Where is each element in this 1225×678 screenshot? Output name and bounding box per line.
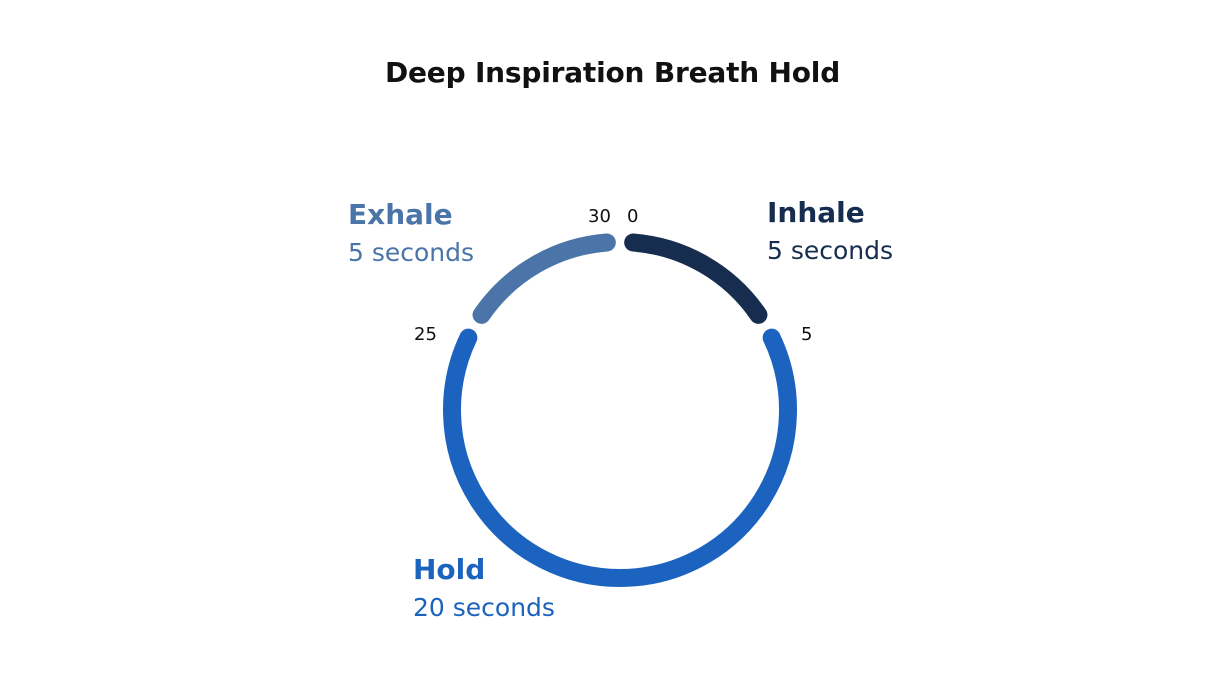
- exhale-duration: 5 seconds: [348, 238, 475, 267]
- tick-label-25: 25: [414, 324, 437, 345]
- exhale-arc: [472, 233, 616, 324]
- diagram-title: Deep Inspiration Breath Hold: [384, 56, 841, 89]
- tick-label-30: 30: [588, 206, 611, 227]
- exhale-label: Exhale 5 seconds: [348, 198, 475, 267]
- exhale-name: Exhale: [348, 198, 453, 231]
- hold-arc: [443, 328, 797, 587]
- inhale-name: Inhale: [767, 196, 865, 229]
- tick-label-5: 5: [801, 324, 813, 345]
- hold-duration: 20 seconds: [413, 593, 555, 622]
- inhale-label: Inhale 5 seconds: [767, 196, 894, 265]
- hold-name: Hold: [413, 553, 486, 586]
- hold-label: Hold 20 seconds: [413, 553, 555, 622]
- tick-label-0: 0: [627, 206, 639, 227]
- inhale-duration: 5 seconds: [767, 236, 894, 265]
- inhale-arc: [624, 233, 768, 324]
